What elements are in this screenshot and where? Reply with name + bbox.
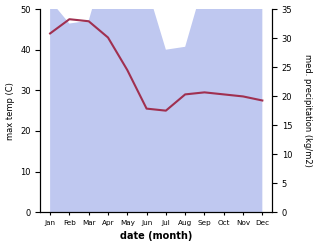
Y-axis label: max temp (C): max temp (C) xyxy=(5,82,15,140)
X-axis label: date (month): date (month) xyxy=(120,231,192,242)
Y-axis label: med. precipitation (kg/m2): med. precipitation (kg/m2) xyxy=(303,54,313,167)
